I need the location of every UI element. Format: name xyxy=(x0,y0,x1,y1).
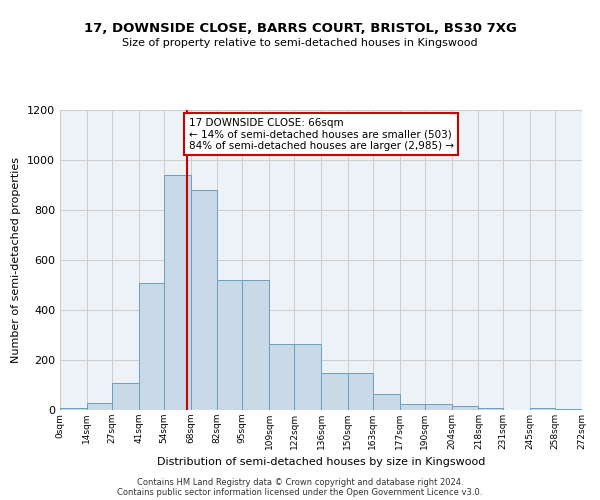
Bar xyxy=(60,408,87,410)
Bar xyxy=(321,372,348,410)
Text: Contains HM Land Registry data © Crown copyright and database right 2024.: Contains HM Land Registry data © Crown c… xyxy=(137,478,463,487)
Bar xyxy=(269,344,294,410)
Bar xyxy=(139,282,164,410)
Bar xyxy=(555,409,582,410)
Bar xyxy=(400,404,425,410)
Text: 17, DOWNSIDE CLOSE, BARRS COURT, BRISTOL, BS30 7XG: 17, DOWNSIDE CLOSE, BARRS COURT, BRISTOL… xyxy=(83,22,517,36)
Y-axis label: Number of semi-detached properties: Number of semi-detached properties xyxy=(11,157,22,363)
Bar xyxy=(87,402,112,410)
Bar xyxy=(478,408,503,410)
Bar xyxy=(348,372,373,410)
X-axis label: Distribution of semi-detached houses by size in Kingswood: Distribution of semi-detached houses by … xyxy=(157,458,485,468)
Bar xyxy=(112,382,139,410)
Bar xyxy=(217,280,242,410)
Bar xyxy=(373,394,400,410)
Text: Contains public sector information licensed under the Open Government Licence v3: Contains public sector information licen… xyxy=(118,488,482,497)
Bar xyxy=(452,406,478,410)
Bar xyxy=(425,404,452,410)
Bar xyxy=(242,280,269,410)
Bar xyxy=(191,190,217,410)
Bar xyxy=(530,408,555,410)
Bar xyxy=(294,344,321,410)
Text: Size of property relative to semi-detached houses in Kingswood: Size of property relative to semi-detach… xyxy=(122,38,478,48)
Bar xyxy=(164,175,191,410)
Text: 17 DOWNSIDE CLOSE: 66sqm
← 14% of semi-detached houses are smaller (503)
84% of : 17 DOWNSIDE CLOSE: 66sqm ← 14% of semi-d… xyxy=(188,118,454,150)
